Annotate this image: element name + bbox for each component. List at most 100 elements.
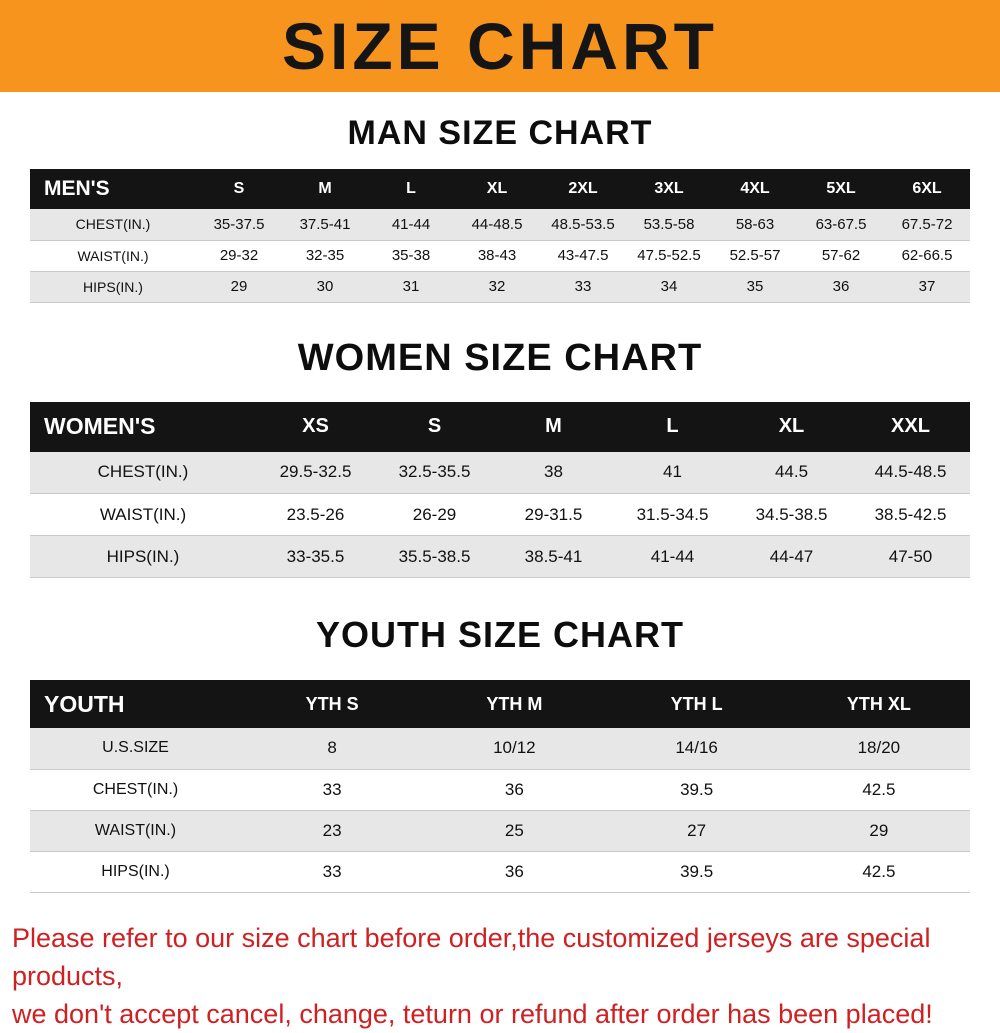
table-cell: 67.5-72 [884, 209, 970, 240]
table-cell: 36 [423, 769, 605, 810]
banner-title: SIZE CHART [282, 13, 718, 79]
column-header: YTH L [606, 680, 788, 728]
table-cell: 37 [884, 271, 970, 302]
table-cell: 38.5-42.5 [851, 494, 970, 536]
table-cell: 36 [798, 271, 884, 302]
table-cell: 57-62 [798, 240, 884, 271]
table-cell: 35.5-38.5 [375, 536, 494, 578]
table-cell: 44.5 [732, 452, 851, 494]
table-cell: 35 [712, 271, 798, 302]
table-cell: 34.5-38.5 [732, 494, 851, 536]
table-cell: 35-37.5 [196, 209, 282, 240]
table-cell: 29-31.5 [494, 494, 613, 536]
column-header: L [368, 169, 454, 209]
table-corner-label: YOUTH [30, 680, 241, 728]
table-cell: 47.5-52.5 [626, 240, 712, 271]
table-cell: 31.5-34.5 [613, 494, 732, 536]
row-label: WAIST(IN.) [30, 494, 256, 536]
footer-disclaimer: Please refer to our size chart before or… [12, 919, 990, 1033]
column-header: YTH XL [788, 680, 970, 728]
table-cell: 30 [282, 271, 368, 302]
table-cell: 53.5-58 [626, 209, 712, 240]
table-cell: 29 [788, 810, 970, 851]
table-cell: 29-32 [196, 240, 282, 271]
table-cell: 38.5-41 [494, 536, 613, 578]
column-header: M [282, 169, 368, 209]
table-cell: 10/12 [423, 728, 605, 769]
table-cell: 42.5 [788, 851, 970, 892]
column-header: XL [454, 169, 540, 209]
table-cell: 35-38 [368, 240, 454, 271]
table-cell: 42.5 [788, 769, 970, 810]
row-label: CHEST(IN.) [30, 452, 256, 494]
column-header: XL [732, 402, 851, 452]
table-cell: 34 [626, 271, 712, 302]
table-cell: 32-35 [282, 240, 368, 271]
table-cell: 58-63 [712, 209, 798, 240]
table-cell: 33 [241, 851, 423, 892]
table-cell: 32 [454, 271, 540, 302]
footer-disclaimer-line1: Please refer to our size chart before or… [12, 919, 990, 996]
table-cell: 39.5 [606, 769, 788, 810]
women-size-heading: WOMEN SIZE CHART [0, 303, 1000, 402]
table-cell: 33 [540, 271, 626, 302]
column-header: XXL [851, 402, 970, 452]
table-corner-label: MEN'S [30, 169, 196, 209]
table-cell: 41-44 [368, 209, 454, 240]
row-label: CHEST(IN.) [30, 209, 196, 240]
table-cell: 14/16 [606, 728, 788, 769]
table-cell: 39.5 [606, 851, 788, 892]
table-cell: 41-44 [613, 536, 732, 578]
table-cell: 31 [368, 271, 454, 302]
table-cell: 36 [423, 851, 605, 892]
table-cell: 29.5-32.5 [256, 452, 375, 494]
man-size-heading: MAN SIZE CHART [0, 92, 1000, 169]
table-cell: 52.5-57 [712, 240, 798, 271]
row-label: WAIST(IN.) [30, 810, 241, 851]
row-label: WAIST(IN.) [30, 240, 196, 271]
column-header: YTH M [423, 680, 605, 728]
table-cell: 33-35.5 [256, 536, 375, 578]
table-cell: 48.5-53.5 [540, 209, 626, 240]
row-label: HIPS(IN.) [30, 271, 196, 302]
table-cell: 8 [241, 728, 423, 769]
table-cell: 62-66.5 [884, 240, 970, 271]
column-header: 6XL [884, 169, 970, 209]
column-header: M [494, 402, 613, 452]
table-cell: 38 [494, 452, 613, 494]
table-corner-label: WOMEN'S [30, 402, 256, 452]
table-cell: 44-47 [732, 536, 851, 578]
column-header: S [375, 402, 494, 452]
table-cell: 43-47.5 [540, 240, 626, 271]
size-chart-banner: SIZE CHART [0, 0, 1000, 92]
row-label: HIPS(IN.) [30, 536, 256, 578]
table-cell: 38-43 [454, 240, 540, 271]
row-label: CHEST(IN.) [30, 769, 241, 810]
table-cell: 26-29 [375, 494, 494, 536]
column-header: S [196, 169, 282, 209]
table-cell: 44.5-48.5 [851, 452, 970, 494]
table-cell: 23 [241, 810, 423, 851]
table-cell: 44-48.5 [454, 209, 540, 240]
column-header: XS [256, 402, 375, 452]
table-cell: 25 [423, 810, 605, 851]
row-label: U.S.SIZE [30, 728, 241, 769]
table-cell: 41 [613, 452, 732, 494]
column-header: L [613, 402, 732, 452]
column-header: 4XL [712, 169, 798, 209]
